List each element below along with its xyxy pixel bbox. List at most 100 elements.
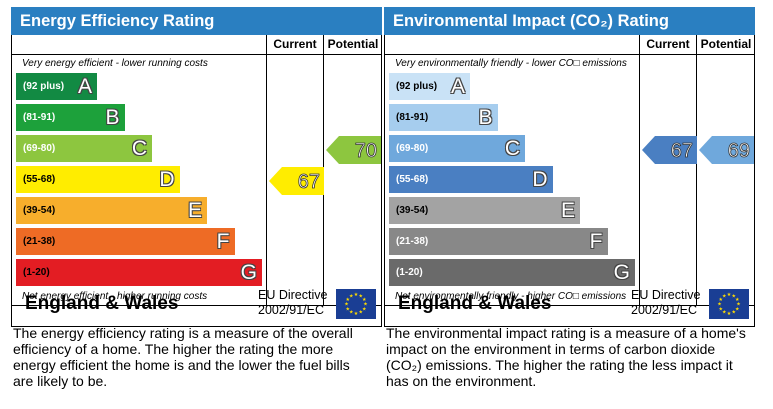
band-letter: C	[504, 137, 520, 160]
eu-star-icon: ★	[362, 306, 367, 312]
rating-band-c: (69-80) C	[16, 135, 152, 162]
header-divider	[12, 54, 381, 55]
directive-line-1: EU Directive	[631, 288, 701, 302]
eu-star-icon: ★	[344, 302, 349, 308]
band-letter: G	[240, 261, 257, 284]
rating-band-e: (39-54) E	[16, 197, 207, 224]
eu-star-icon: ★	[349, 310, 354, 316]
energy-description: The energy efficiency rating is a measur…	[13, 325, 353, 389]
directive-line-1: EU Directive	[258, 288, 328, 302]
eu-star-icon: ★	[735, 297, 740, 303]
rating-band-d: (55-68) D	[16, 166, 180, 193]
band-letter: A	[450, 75, 465, 98]
current-rating-arrow: 67	[642, 136, 697, 164]
country-label: England & Wales	[25, 293, 179, 314]
rating-arrow-icon	[269, 167, 324, 195]
potential-rating-value: 70	[355, 140, 377, 162]
environment-description: The environmental impact rating is a mea…	[386, 325, 746, 389]
eu-star-icon: ★	[722, 293, 727, 299]
eu-star-icon: ★	[346, 306, 351, 312]
top-caption: Very energy efficient - lower running co…	[22, 58, 208, 69]
environment-panel-title: Environmental Impact (CO₂) Rating	[384, 7, 755, 35]
eu-star-icon: ★	[362, 297, 367, 303]
rating-band-a: (92 plus) A	[389, 73, 470, 100]
eu-star-icon: ★	[727, 311, 732, 317]
eu-star-icon: ★	[719, 297, 724, 303]
eu-star-icon: ★	[359, 293, 364, 299]
band-range: (39-54)	[396, 205, 429, 216]
eu-star-icon: ★	[732, 293, 737, 299]
band-range: (81-91)	[23, 112, 56, 123]
band-range: (69-80)	[23, 143, 56, 154]
energy-efficiency-panel: Energy Efficiency Rating Current Potenti…	[11, 7, 382, 327]
energy-footer: England & Wales EU Directive 2002/91/EC …	[11, 285, 382, 327]
band-letter: F	[589, 230, 603, 253]
band-letter: E	[187, 199, 202, 222]
band-letter: C	[131, 137, 147, 160]
potential-column-header: Potential	[700, 37, 752, 51]
band-letter: D	[159, 168, 175, 191]
band-range: (55-68)	[23, 174, 56, 185]
rating-arrow-icon	[699, 136, 754, 164]
band-range: (92 plus)	[396, 81, 438, 92]
potential-rating-value: 69	[728, 140, 750, 162]
current-column-header: Current	[273, 37, 317, 51]
environmental-impact-panel: Environmental Impact (CO₂) Rating Curren…	[384, 7, 755, 327]
eu-star-icon: ★	[732, 310, 737, 316]
eu-star-icon: ★	[363, 302, 368, 308]
current-rating-value: 67	[671, 140, 693, 162]
rating-band-a: (92 plus) A	[16, 73, 97, 100]
band-range: (81-91)	[396, 112, 429, 123]
band-range: (21-38)	[396, 236, 429, 247]
band-letter: G	[613, 261, 630, 284]
rating-band-d: (55-68) D	[389, 166, 553, 193]
environment-chart: Current Potential Very environmentally f…	[384, 35, 755, 306]
band-letter: F	[216, 230, 230, 253]
band-range: (39-54)	[23, 205, 56, 216]
rating-band-b: (81-91) B	[16, 104, 125, 131]
rating-arrow-icon	[642, 136, 697, 164]
eu-directive: EU Directive 2002/91/EC	[631, 288, 711, 318]
potential-column-header: Potential	[327, 37, 379, 51]
eu-flag-icon: ★★★★★★★★★ ★ ★★	[336, 289, 376, 319]
eu-star-icon: ★	[727, 292, 732, 298]
band-range: (21-38)	[23, 236, 56, 247]
rating-band-g: (1-20) G	[16, 259, 262, 286]
top-caption: Very environmentally friendly - lower CO…	[395, 58, 627, 69]
energy-panel-title: Energy Efficiency Rating	[11, 7, 382, 35]
eu-star-icon: ★	[354, 292, 359, 298]
band-range: (55-68)	[396, 174, 429, 185]
environment-footer: England & Wales EU Directive 2002/91/EC …	[384, 285, 755, 327]
potential-rating-arrow: 70	[326, 136, 381, 164]
potential-rating-arrow: 69	[699, 136, 754, 164]
eu-directive: EU Directive 2002/91/EC	[258, 288, 338, 318]
eu-star-icon: ★	[722, 310, 727, 316]
eu-star-icon: ★	[717, 302, 722, 308]
energy-chart: Current Potential Very energy efficient …	[11, 35, 382, 306]
eu-star-icon: ★	[346, 297, 351, 303]
directive-line-2: 2002/91/EC	[631, 303, 698, 317]
eu-star-icon: ★	[736, 302, 741, 308]
bottom-caption: Not environmentally friendly - higher CO…	[395, 291, 627, 302]
band-letter: B	[478, 106, 493, 129]
directive-line-2: 2002/91/EC	[258, 303, 325, 317]
band-letter: B	[105, 106, 120, 129]
rating-band-e: (39-54) E	[389, 197, 580, 224]
band-letter: A	[77, 75, 92, 98]
rating-band-g: (1-20) G	[389, 259, 635, 286]
rating-arrow-icon	[326, 136, 381, 164]
band-range: (1-20)	[396, 267, 423, 278]
band-range: (1-20)	[23, 267, 50, 278]
eu-flag-icon: ★★★★★★★★★ ★ ★★	[709, 289, 749, 319]
band-range: (92 plus)	[23, 81, 65, 92]
eu-star-icon: ★	[719, 306, 724, 312]
current-rating-value: 67	[298, 171, 320, 193]
column-divider	[266, 35, 267, 305]
bottom-caption: Not energy efficient - higher running co…	[22, 291, 208, 302]
eu-star-icon: ★	[354, 311, 359, 317]
country-label: England & Wales	[398, 293, 552, 314]
rating-band-b: (81-91) B	[389, 104, 498, 131]
rating-band-c: (69-80) C	[389, 135, 525, 162]
rating-band-f: (21-38) F	[16, 228, 235, 255]
header-divider	[385, 54, 754, 55]
